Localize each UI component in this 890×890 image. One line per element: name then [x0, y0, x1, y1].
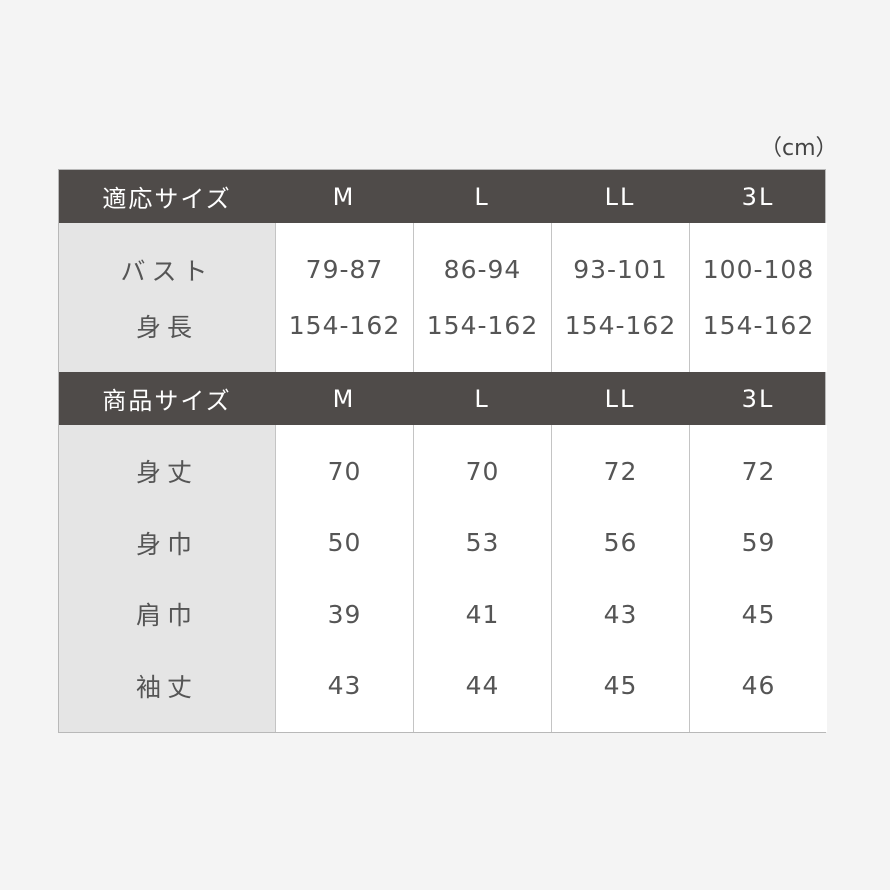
- cell: 72: [603, 456, 638, 486]
- cell: 39: [327, 599, 362, 629]
- row-label: 袖丈: [135, 672, 198, 702]
- size-header-ll: LL: [604, 384, 636, 413]
- row-label: 身長: [135, 312, 198, 342]
- row-label: 身丈: [135, 458, 198, 488]
- cell: 56: [603, 528, 638, 558]
- fit-size-header: 適応サイズ: [102, 185, 232, 213]
- fit-column-ll: 93-101 154-162: [551, 223, 689, 372]
- row-label: バスト: [120, 256, 214, 286]
- cell: 43: [327, 671, 362, 701]
- product-size-header: 商品サイズ: [102, 387, 232, 415]
- cell: 154-162: [288, 311, 401, 340]
- cell: 53: [465, 528, 500, 558]
- cell: 45: [741, 599, 776, 629]
- fit-column-m: 79-87 154-162: [275, 223, 413, 372]
- cell: 44: [465, 671, 500, 701]
- product-size-body: 身丈 身巾 肩巾 袖丈 70 50 39 43 70 53 41 44 72 5…: [59, 425, 827, 732]
- cell: 70: [465, 456, 500, 486]
- fit-column-l: 86-94 154-162: [413, 223, 551, 372]
- size-header-ll: LL: [604, 182, 636, 211]
- product-column-3l: 72 59 45 46: [689, 425, 827, 732]
- fit-size-header-row: 適応サイズ M L LL 3L: [59, 170, 825, 223]
- product-column-l: 70 53 41 44: [413, 425, 551, 732]
- row-label: 身巾: [135, 529, 198, 559]
- product-column-m: 70 50 39 43: [275, 425, 413, 732]
- cell: 45: [603, 671, 638, 701]
- cell: 93-101: [573, 255, 668, 284]
- size-header-m: M: [332, 384, 356, 413]
- size-header-m: M: [332, 182, 356, 211]
- cell: 79-87: [305, 255, 384, 284]
- cell: 46: [741, 671, 776, 701]
- size-header-l: L: [474, 384, 490, 413]
- fit-label-column: バスト 身長: [59, 223, 275, 372]
- fit-column-3l: 100-108 154-162: [689, 223, 827, 372]
- product-label-column: 身丈 身巾 肩巾 袖丈: [59, 425, 275, 732]
- size-header-l: L: [474, 182, 490, 211]
- fit-size-body: バスト 身長 79-87 154-162 86-94 154-162 93-10…: [59, 223, 827, 372]
- cell: 50: [327, 528, 362, 558]
- cell: 43: [603, 599, 638, 629]
- size-table: 適応サイズ M L LL 3L バスト 身長 79-87 154-162 86-…: [58, 169, 827, 733]
- cell: 72: [741, 456, 776, 486]
- cell: 154-162: [702, 311, 815, 340]
- size-header-3l: 3L: [741, 384, 775, 413]
- row-label: 肩巾: [135, 601, 198, 631]
- cell: 154-162: [564, 311, 677, 340]
- cell: 86-94: [443, 255, 522, 284]
- cell: 59: [741, 528, 776, 558]
- unit-label: （cm）: [760, 136, 838, 161]
- cell: 100-108: [702, 255, 815, 284]
- size-header-3l: 3L: [741, 182, 775, 211]
- cell: 70: [327, 456, 362, 486]
- product-column-ll: 72 56 43 45: [551, 425, 689, 732]
- cell: 41: [465, 599, 500, 629]
- cell: 154-162: [426, 311, 539, 340]
- product-size-header-row: 商品サイズ M L LL 3L: [59, 372, 825, 425]
